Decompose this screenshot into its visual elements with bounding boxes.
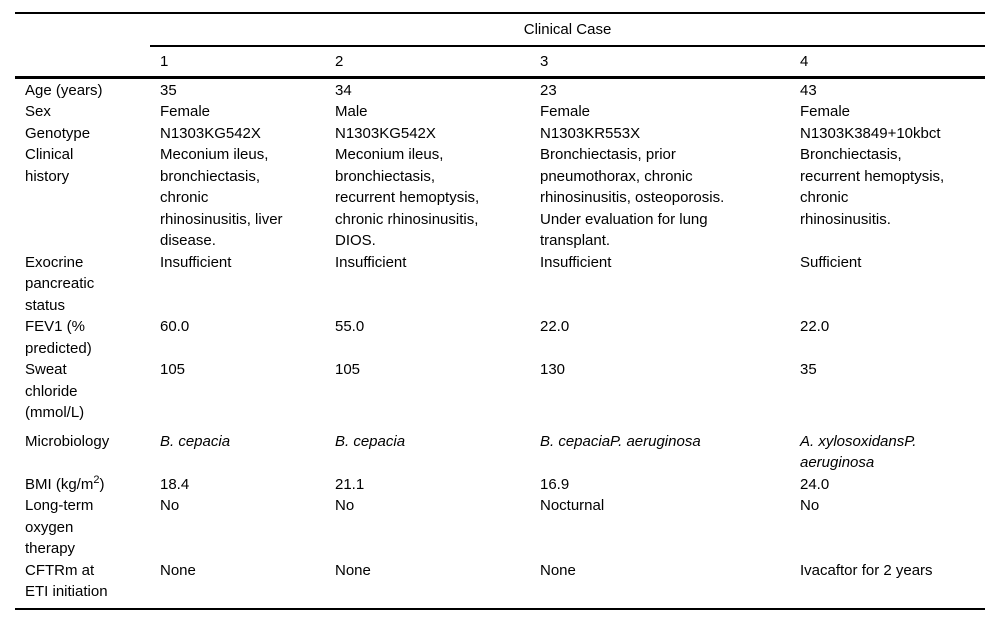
row-fev1: FEV1 (% predicted) 60.0 55.0 22.0 22.0 [15,316,985,359]
case-column-header-3: 3 [530,46,790,79]
cell-cftrm-case2: None [335,561,371,579]
cell-genotype-case1: N1303KG542X [160,124,261,142]
cell-fev1-case2: 55.0 [335,318,365,335]
row-label-age: Age (years) [25,81,103,99]
header-empty-label [15,46,150,79]
header-empty-corner [15,13,150,46]
cell-clinical-history-case4: Bronchiectasis, recurrent hemoptysis, ch… [800,146,945,228]
cell-sweat-chloride-case4: 35 [800,361,817,378]
cell-sex-case1: Female [160,103,211,120]
cell-fev1-case4: 22.0 [800,318,830,335]
cell-exocrine-case1: Insufficient [160,253,232,271]
cell-microbiology-case4: A. xylosoxidansP. aeruginosa [800,432,917,472]
cell-bmi-case2: 21.1 [335,475,365,493]
case-number-header-row: 1 2 3 4 [15,46,986,79]
row-label-cftrm: CFTRm at ETI initiation [25,561,108,601]
cell-microbiology-case1: B. cepacia [160,432,231,450]
cell-clinical-history-case1: Meconium ileus, bronchiectasis, chronic … [160,146,283,249]
cell-sweat-chloride-case2: 105 [335,361,361,378]
bmi-label-text: BMI (kg/m [25,475,94,493]
cell-age-case4: 43 [800,81,817,99]
cell-genotype-case4: N1303K3849+10kbct [800,124,941,142]
cell-fev1-case3: 22.0 [540,318,570,335]
row-label-oxygen-therapy: Long-term oxygen therapy [25,497,94,557]
clinical-case-table: Clinical Case 1 2 3 4 Age (years) 35 34 … [15,12,986,610]
row-sex: Sex Female Male Female Female [15,101,985,123]
cell-bmi-case4: 24.0 [800,475,830,493]
row-oxygen-therapy: Long-term oxygen therapy No No Nocturnal… [15,495,985,560]
row-sweat-chloride: Sweat chloride (mmol/L) 105 105 130 35 [15,359,985,424]
cell-microbiology-case2: B. cepacia [335,432,406,450]
spanner-header-row: Clinical Case [15,13,986,47]
case-column-header-1: 1 [150,46,325,79]
row-label-microbiology: Microbiology [25,432,110,450]
cell-sex-case2: Male [335,103,368,120]
cell-oxygen-case3: Nocturnal [540,497,605,514]
cell-oxygen-case2: No [335,497,355,514]
cell-sweat-chloride-case1: 105 [160,361,186,378]
row-label-fev1: FEV1 (% predicted) [25,318,92,357]
cell-bmi-case1: 18.4 [160,475,190,493]
row-exocrine-pancreatic-status: Exocrine pancreatic status Insufficient … [15,252,985,317]
row-bmi: BMI (kg/m2) 18.4 21.1 16.9 24.0 [15,474,985,496]
cell-age-case3: 23 [540,81,557,99]
cell-fev1-case1: 60.0 [160,318,190,335]
row-label-clinical-history: Clinical history [25,146,74,185]
cell-age-case2: 34 [335,81,352,99]
cell-genotype-case3: N1303KR553X [540,124,641,142]
cell-genotype-case2: N1303KG542X [335,124,436,142]
row-genotype: Genotype N1303KG542X N1303KG542X N1303KR… [15,123,985,145]
spanner-title: Clinical Case [150,13,986,47]
bmi-label-close: ) [99,475,105,493]
cell-sex-case4: Female [800,103,851,120]
row-microbiology: Microbiology B. cepacia B. cepacia B. ce… [15,424,985,474]
cell-clinical-history-case2: Meconium ileus, bronchiectasis, recurren… [335,146,480,249]
cell-exocrine-case3: Insufficient [540,253,612,271]
row-label-sweat-chloride: Sweat chloride (mmol/L) [25,361,85,421]
row-age: Age (years) 35 34 23 43 [15,77,985,101]
cell-oxygen-case4: No [800,497,820,514]
cell-cftrm-case3: None [540,561,576,579]
row-label-exocrine-pancreatic-status: Exocrine pancreatic status [25,253,95,314]
cell-exocrine-case2: Insufficient [335,253,407,271]
table-header: Clinical Case 1 2 3 4 [15,13,986,79]
case-column-header-4: 4 [790,46,986,79]
cell-microbiology-case3: B. cepaciaP. aeruginosa [540,432,701,450]
table-body: Age (years) 35 34 23 43 Sex Female Male … [15,77,985,609]
cell-bmi-case3: 16.9 [540,475,570,493]
cell-cftrm-case1: None [160,561,196,579]
row-label-genotype: Genotype [25,124,91,142]
bmi-superscript: 2 [93,473,100,486]
row-clinical-history: Clinical history Meconium ileus, bronchi… [15,144,985,252]
cell-sex-case3: Female [540,103,591,120]
cell-cftrm-case4: Ivacaftor for 2 years [800,561,933,579]
cell-age-case1: 35 [160,81,177,99]
case-column-header-2: 2 [325,46,530,79]
cell-exocrine-case4: Sufficient [800,253,862,271]
row-cftrm: CFTRm at ETI initiation None None None I… [15,560,985,609]
cell-oxygen-case1: No [160,497,180,514]
row-label-sex: Sex [25,103,51,120]
cell-clinical-history-case3: Bronchiectasis, prior pneumothorax, chro… [540,146,725,249]
cell-sweat-chloride-case3: 130 [540,361,566,378]
row-label-bmi: BMI (kg/m2) [15,474,150,496]
